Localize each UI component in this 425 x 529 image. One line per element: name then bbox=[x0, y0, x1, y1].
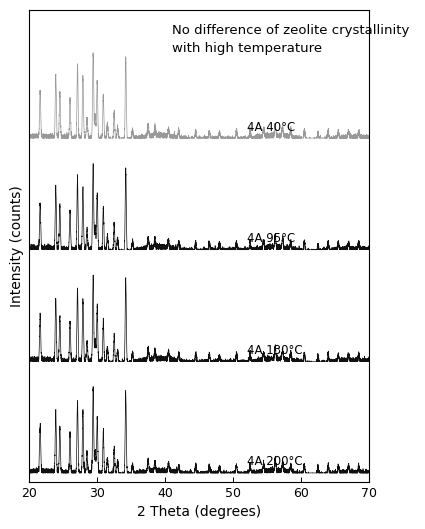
Text: No difference of zeolite crystallinity
with high temperature: No difference of zeolite crystallinity w… bbox=[172, 24, 409, 55]
Text: 4A 130°C: 4A 130°C bbox=[246, 344, 302, 357]
X-axis label: 2 Theta (degrees): 2 Theta (degrees) bbox=[137, 505, 261, 519]
Text: 4A 95°C: 4A 95°C bbox=[246, 232, 295, 245]
Y-axis label: Intensity (counts): Intensity (counts) bbox=[10, 185, 24, 307]
Text: 4A 200°C: 4A 200°C bbox=[246, 455, 302, 469]
Text: 4A 40°C: 4A 40°C bbox=[246, 121, 295, 134]
